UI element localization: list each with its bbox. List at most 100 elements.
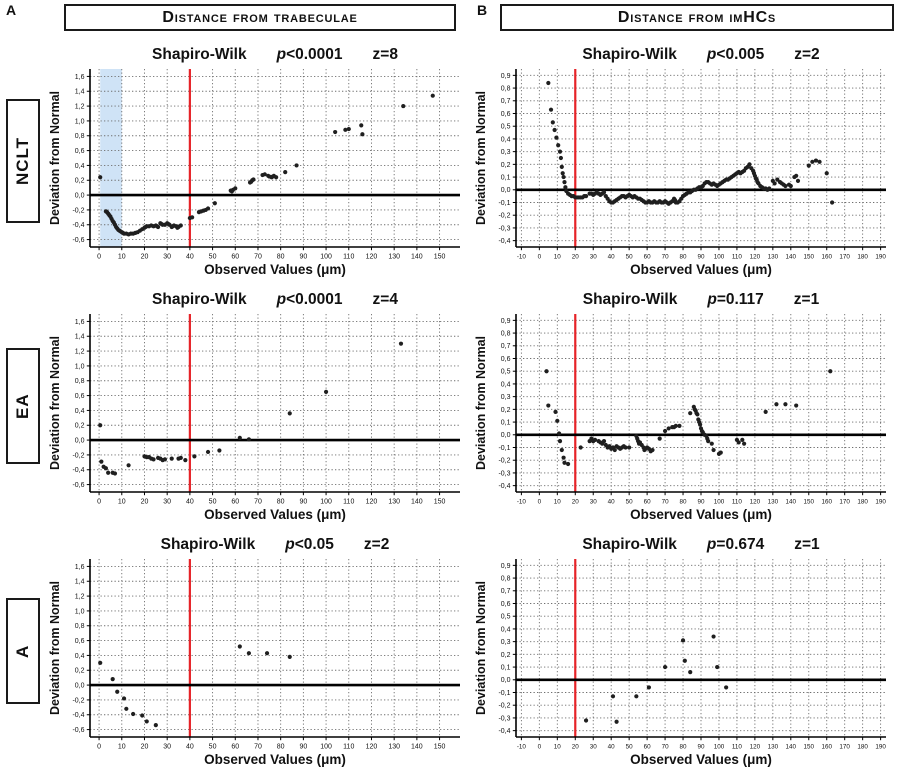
svg-text:-10: -10 [517, 498, 527, 505]
svg-text:20: 20 [572, 743, 580, 750]
svg-text:0: 0 [97, 498, 101, 505]
svg-text:0,2: 0,2 [75, 177, 85, 184]
y-axis-title: Deviation from Normal [474, 90, 488, 224]
svg-text:0,2: 0,2 [75, 422, 85, 429]
chart-title: Shapiro-Wilk p<0.05 z=2 [80, 533, 470, 554]
svg-text:1,6: 1,6 [75, 563, 85, 570]
svg-text:0,3: 0,3 [501, 149, 511, 156]
scatter-plot: 0 10 20 30 40 50 60 70 80 90 100 110 120 130 140 150 -0,… [48, 68, 460, 277]
p-value-label: p<0.005 [706, 45, 765, 63]
y-tick-labels: -0,4 -0,3 -0,2 -0,1 0,0 0,1 0,2 0,3 0,4 0,5 0,6 0,7… [498, 72, 510, 244]
svg-text:0: 0 [97, 743, 101, 750]
svg-text:130: 130 [768, 498, 779, 505]
svg-text:30: 30 [590, 498, 598, 505]
z-value-label: z=8 [372, 45, 398, 63]
svg-text:-0,1: -0,1 [498, 199, 510, 206]
x-tick-labels: 0 10 20 30 40 50 60 70 80 90 100 110 120 130 140 150 [97, 743, 445, 750]
y-tick-labels: -0,4 -0,3 -0,2 -0,1 0,0 0,1 0,2 0,3 0,4 0,5 0,6 0,7… [498, 317, 510, 489]
svg-text:80: 80 [277, 743, 285, 750]
svg-text:110: 110 [343, 743, 354, 750]
svg-text:150: 150 [434, 253, 446, 260]
svg-text:-0,6: -0,6 [72, 726, 84, 733]
stat-test-label: Shapiro-Wilk [582, 290, 678, 308]
svg-text:150: 150 [804, 498, 815, 505]
svg-text:1,2: 1,2 [75, 593, 85, 600]
data-points [98, 93, 435, 236]
tick-marks [86, 565, 441, 740]
svg-text:1,2: 1,2 [75, 103, 85, 110]
svg-text:-0,3: -0,3 [498, 225, 510, 232]
tick-marks [512, 319, 882, 495]
svg-text:90: 90 [697, 498, 705, 505]
plot-grid [90, 313, 460, 492]
svg-text:1,2: 1,2 [75, 348, 85, 355]
svg-text:0,0: 0,0 [75, 682, 85, 689]
svg-text:140: 140 [411, 743, 423, 750]
row-label-ea: EA [6, 347, 40, 464]
svg-text:50: 50 [209, 253, 217, 260]
svg-text:0,4: 0,4 [501, 381, 511, 388]
svg-text:0,1: 0,1 [501, 174, 511, 181]
svg-text:180: 180 [857, 253, 868, 260]
svg-text:20: 20 [141, 498, 149, 505]
x-tick-labels: -10 0 10 20 30 40 50 60 70 80 90 100 110 120 130 140 150… [517, 743, 887, 750]
svg-text:0,4: 0,4 [501, 626, 511, 633]
axes [89, 558, 460, 738]
x-axis-title: Observed Values (μm) [630, 262, 772, 277]
svg-text:0,2: 0,2 [75, 667, 85, 674]
stat-test-label: Shapiro-Wilk [582, 45, 677, 63]
svg-text:0,6: 0,6 [75, 637, 85, 644]
stat-test-label: Shapiro-Wilk [152, 290, 247, 308]
svg-text:90: 90 [299, 743, 307, 750]
svg-text:1,0: 1,0 [75, 118, 85, 125]
svg-text:190: 190 [875, 253, 886, 260]
svg-text:30: 30 [163, 743, 171, 750]
svg-text:140: 140 [786, 498, 797, 505]
svg-text:140: 140 [411, 253, 423, 260]
svg-text:80: 80 [680, 253, 688, 260]
chart-title: Shapiro-Wilk p=0.674 z=1 [506, 533, 896, 554]
row-label-cell: A [0, 528, 46, 773]
svg-text:20: 20 [572, 253, 580, 260]
svg-text:100: 100 [714, 743, 725, 750]
svg-text:130: 130 [388, 253, 400, 260]
svg-text:-0,2: -0,2 [72, 452, 84, 459]
svg-text:90: 90 [299, 498, 307, 505]
p-value-label: p<0.05 [285, 535, 334, 553]
svg-text:170: 170 [839, 498, 850, 505]
chart-a-trabeculae: Shapiro-Wilk p<0.05 z=2 0 10 20 30 40 50 60 70 80 90… [46, 533, 470, 769]
svg-text:140: 140 [786, 743, 797, 750]
svg-text:70: 70 [662, 498, 670, 505]
svg-text:0,0: 0,0 [501, 432, 511, 439]
svg-text:80: 80 [277, 253, 285, 260]
plot-grid [90, 68, 460, 247]
svg-text:30: 30 [163, 253, 171, 260]
svg-text:190: 190 [875, 743, 886, 750]
x-axis-title: Observed Values (μm) [630, 507, 772, 522]
svg-text:0,0: 0,0 [501, 187, 511, 194]
svg-text:110: 110 [732, 498, 743, 505]
p-value-label: p=0.674 [706, 535, 765, 553]
x-tick-labels: -10 0 10 20 30 40 50 60 70 80 90 100 110 120 130 140 150… [517, 253, 887, 260]
svg-text:20: 20 [572, 498, 580, 505]
svg-text:160: 160 [821, 498, 832, 505]
svg-text:-0,2: -0,2 [498, 702, 510, 709]
svg-text:110: 110 [343, 253, 354, 260]
svg-text:10: 10 [554, 253, 562, 260]
svg-text:60: 60 [644, 743, 652, 750]
svg-text:1,4: 1,4 [75, 333, 85, 340]
svg-text:0,8: 0,8 [501, 330, 511, 337]
svg-text:90: 90 [299, 253, 307, 260]
svg-text:1,6: 1,6 [75, 318, 85, 325]
svg-text:70: 70 [662, 743, 670, 750]
row-a: A Shapiro-Wilk p<0.05 z=2 0 10 20 30 40 50 60 70 80… [0, 528, 900, 773]
svg-text:30: 30 [590, 743, 598, 750]
svg-text:0,3: 0,3 [501, 639, 511, 646]
tick-marks [512, 564, 882, 740]
row-nclt: NCLT Shapiro-Wilk p<0.0001 z=8 0 10 20 30 40 50 6… [0, 38, 900, 283]
svg-text:0,2: 0,2 [501, 406, 511, 413]
svg-text:80: 80 [277, 498, 285, 505]
data-points [544, 368, 833, 466]
svg-text:70: 70 [254, 253, 262, 260]
panel-letter-b: B [477, 2, 488, 18]
